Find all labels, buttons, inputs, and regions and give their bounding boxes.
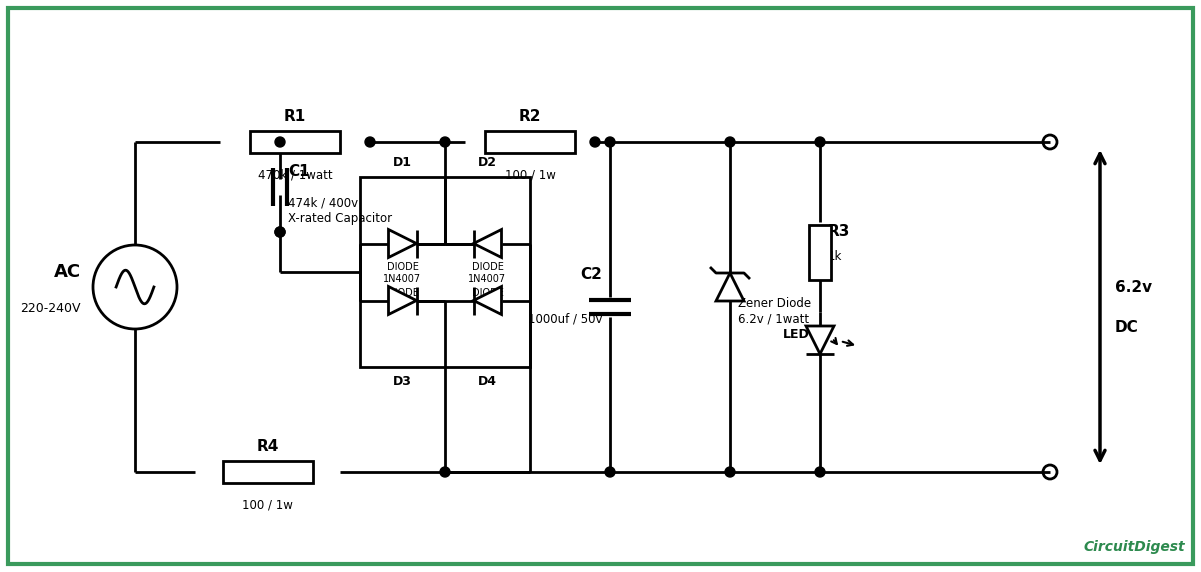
Text: R2: R2 [519,109,542,124]
Text: 1000uf / 50v: 1000uf / 50v [527,312,602,325]
Polygon shape [388,287,417,315]
Circle shape [605,137,615,147]
Text: R3: R3 [827,224,850,239]
Text: 6.2v: 6.2v [1115,280,1152,295]
Text: C1: C1 [288,164,310,179]
Polygon shape [473,287,502,315]
Circle shape [440,137,450,147]
Text: D3: D3 [393,375,412,388]
Text: 1k: 1k [827,251,842,264]
Text: C2: C2 [580,267,602,282]
Bar [809,224,831,280]
Text: DIODE: DIODE [387,288,418,297]
Text: LED: LED [783,328,809,341]
Text: 100 / 1w: 100 / 1w [504,168,555,181]
Circle shape [815,137,825,147]
Text: DIODE: DIODE [472,288,503,297]
Text: 100 / 1w: 100 / 1w [243,498,293,511]
Bar [360,177,530,367]
Circle shape [440,467,450,477]
Text: AC: AC [54,263,80,281]
Circle shape [725,137,735,147]
Circle shape [725,467,735,477]
Text: CircuitDigest: CircuitDigest [1083,540,1185,554]
Polygon shape [388,229,417,257]
Text: 470k / 1watt: 470k / 1watt [258,168,333,181]
Text: D2: D2 [478,156,497,169]
Text: D4: D4 [478,375,497,388]
Text: R1: R1 [283,109,306,124]
Bar [222,461,312,483]
Circle shape [590,137,600,147]
Polygon shape [806,326,833,354]
Text: DIODE
1N4007: DIODE 1N4007 [468,263,507,284]
Polygon shape [473,229,502,257]
Text: Zener Diode
6.2v / 1watt: Zener Diode 6.2v / 1watt [737,297,811,325]
Text: DC: DC [1115,320,1139,335]
Circle shape [275,227,285,237]
Circle shape [275,227,285,237]
Text: 474k / 400v
X-rated Capacitor: 474k / 400v X-rated Capacitor [288,197,392,225]
Circle shape [815,467,825,477]
Circle shape [365,137,375,147]
Text: D1: D1 [393,156,412,169]
Text: 220-240V: 220-240V [20,303,80,316]
Text: R4: R4 [256,439,279,454]
Text: DIODE
1N4007: DIODE 1N4007 [383,263,422,284]
Polygon shape [716,273,743,301]
Circle shape [275,137,285,147]
Circle shape [605,467,615,477]
Bar [250,131,340,153]
Bar [485,131,575,153]
